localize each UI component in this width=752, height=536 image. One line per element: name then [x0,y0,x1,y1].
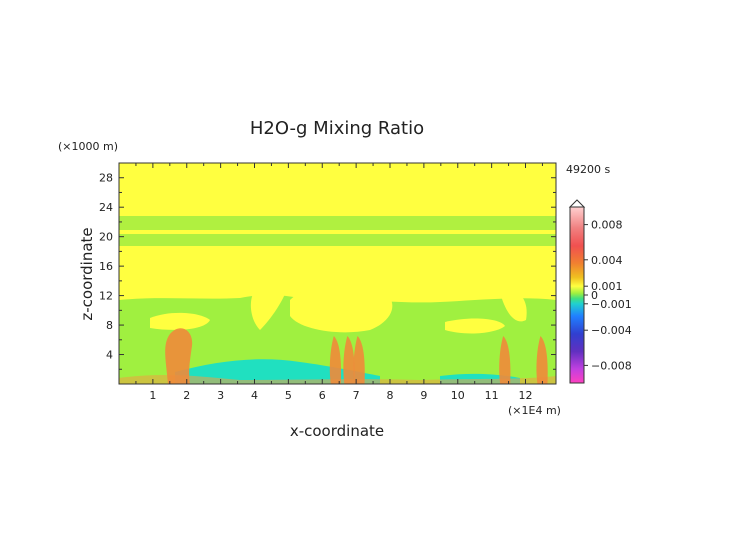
heatmap-plot-area [119,163,556,384]
x-axis-label: x-coordinate [290,422,384,440]
y-tick-label: 16 [99,260,113,273]
y-axis: 4 8 12 16 20 24 28 [99,172,556,370]
x-tick-label: 11 [485,389,499,402]
colorbar-tick-label: −0.008 [591,359,632,372]
plume [536,336,548,384]
plot-frame [118,162,557,385]
colorbar-tick-label: −0.001 [591,298,632,311]
y-tick-label: 28 [99,172,113,185]
x-unit-label: (×1E4 m) [508,404,561,417]
field-yellow-blob-2 [250,272,290,330]
x-tick-label: 6 [319,389,326,402]
time-label: 49200 s [566,163,610,176]
plume [499,336,511,384]
plume [343,336,355,384]
chart-title: H2O-g Mixing Ratio [250,118,424,139]
y-tick-label: 12 [99,290,113,303]
colorbar-tick-label: 0.008 [591,219,623,232]
field-band-green-2 [119,234,556,246]
plume [165,328,193,384]
y-tick-label: 20 [99,231,113,244]
y-axis-label: z-coordinate [78,227,96,320]
x-tick-label: 2 [183,389,190,402]
field-band-green [119,216,556,230]
x-tick-label: 9 [420,389,427,402]
x-tick-label: 3 [217,389,224,402]
field-yellow-blob-1 [150,312,210,330]
y-tick-label: 24 [99,201,113,214]
x-tick-label: 1 [149,389,156,402]
colorbar-tick-label: 0 [591,289,598,302]
x-tick-label: 4 [251,389,258,402]
x-tick-label: 5 [285,389,292,402]
plume [329,336,342,384]
x-tick-label: 8 [387,389,394,402]
x-tick-label: 10 [451,389,465,402]
colorbar-top-arrow [568,199,586,208]
field-yellow-blob-5 [500,290,527,322]
colorbar-tick-label: −0.004 [591,324,632,337]
colorbar-tick-label: 0.004 [591,254,623,267]
x-axis: 1 2 3 4 5 6 7 8 9 10 11 12 [135,163,543,402]
y-tick-label: 4 [106,349,113,362]
x-tick-label: 12 [519,389,533,402]
colorbar-gradient [569,206,585,384]
field-cyan-region [175,359,380,384]
field-yellow-blob-4 [445,318,505,334]
colorbar-tick-label: 0.001 [591,280,623,293]
y-tick-label: 8 [106,319,113,332]
plume [353,336,365,384]
field-yellow-blob-3 [290,283,393,333]
x-tick-label: 7 [353,389,360,402]
y-unit-label: (×1000 m) [58,140,118,153]
